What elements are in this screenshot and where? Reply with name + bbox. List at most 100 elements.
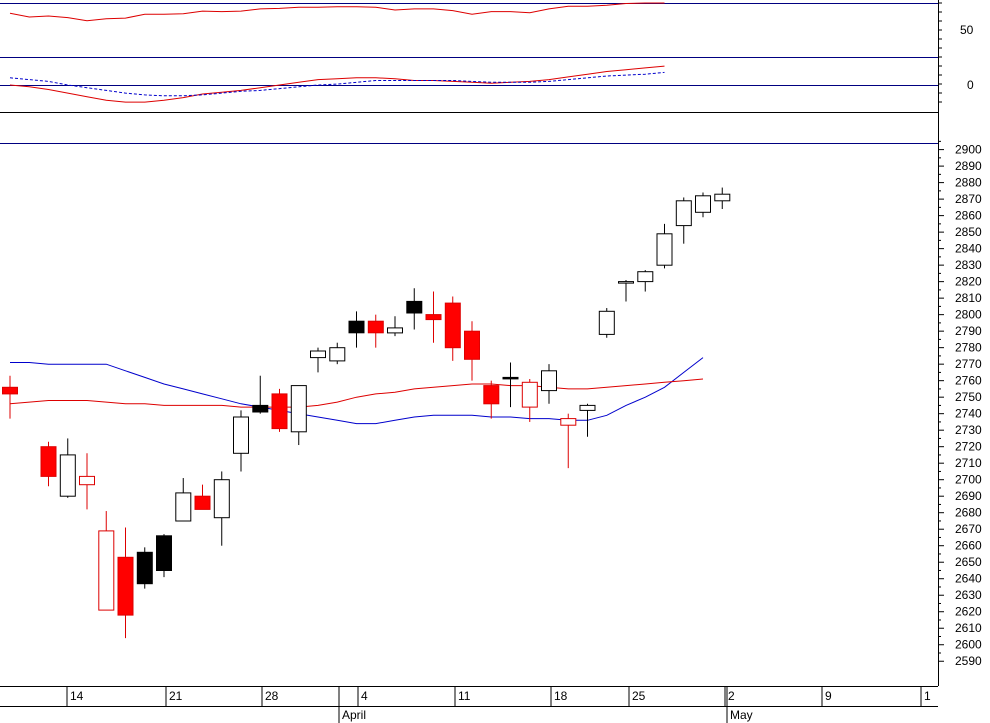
- candle: [656, 223, 673, 269]
- x-tick-label: 25: [632, 689, 646, 703]
- y-tick-label: 2880: [955, 176, 982, 190]
- candle-body: [579, 404, 596, 411]
- y-tick-label: 2590: [955, 654, 982, 668]
- candle: [290, 385, 307, 446]
- candle-body: [483, 385, 500, 405]
- candle: [464, 321, 480, 381]
- lower-osc-tick-label: 0: [967, 78, 974, 92]
- candle-body: [329, 347, 346, 362]
- moving-average-red-line: [9, 378, 704, 408]
- candle: [194, 484, 211, 510]
- signal-line-dashed: [9, 71, 665, 97]
- candle: [213, 471, 230, 546]
- y-tick-label: 2710: [955, 456, 982, 470]
- candle-body: [425, 314, 442, 321]
- candle-body: [406, 300, 423, 314]
- candle: [541, 364, 557, 404]
- candle: [387, 316, 403, 337]
- candle-body: [310, 350, 326, 359]
- candle: [40, 441, 57, 487]
- y-tick-label: 2620: [955, 605, 982, 619]
- candlesticks: [2, 187, 731, 639]
- y-tick-label: 2860: [955, 209, 982, 223]
- candle-body: [714, 193, 731, 202]
- candle: [59, 438, 76, 498]
- candle: [714, 187, 731, 210]
- candle: [156, 534, 172, 578]
- candle: [637, 270, 654, 292]
- x-tick-label: 4: [361, 689, 368, 703]
- candle: [2, 375, 18, 419]
- candle: [98, 511, 115, 611]
- y-tick-label: 2850: [955, 225, 982, 239]
- candle: [675, 197, 692, 244]
- y-tick-label: 2790: [955, 324, 982, 338]
- candle-body: [233, 416, 249, 454]
- candle-body: [194, 495, 211, 510]
- candle: [406, 288, 423, 330]
- candle: [367, 314, 384, 348]
- y-tick-label: 2770: [955, 357, 982, 371]
- candle: [560, 413, 577, 469]
- y-tick-label: 2670: [955, 522, 982, 536]
- candle: [483, 380, 500, 419]
- y-tick-label: 2680: [955, 506, 982, 520]
- candle-body: [560, 418, 577, 426]
- candle-body: [98, 530, 115, 611]
- candle-body: [40, 446, 57, 477]
- x-tick-label: 11: [458, 689, 471, 703]
- y-tick-label: 2870: [955, 192, 982, 206]
- oscillator-y-axis: 50 0: [938, 2, 974, 103]
- x-tick-label: 18: [554, 689, 568, 703]
- candle: [444, 296, 461, 361]
- y-tick-label: 2840: [955, 242, 982, 256]
- y-tick-label: 2610: [955, 621, 982, 635]
- candle: [252, 375, 269, 414]
- x-month-label: April: [342, 708, 366, 722]
- candle-body: [175, 492, 192, 522]
- y-tick-label: 2890: [955, 159, 982, 173]
- candle: [117, 527, 134, 639]
- candle-body: [290, 385, 307, 433]
- y-tick-label: 2750: [955, 390, 982, 404]
- candle-body: [387, 327, 403, 334]
- price-y-axis: 2590 2600 2610 2620 2630 2640 2650 2660 2670 2680…: [938, 140, 982, 668]
- moving-average-blue-line: [10, 357, 704, 425]
- y-tick-label: 2780: [955, 341, 982, 355]
- y-tick-label: 2660: [955, 539, 982, 553]
- candle-body: [618, 281, 634, 284]
- y-tick-label: 2720: [955, 440, 982, 454]
- candle-body: [502, 376, 519, 380]
- y-tick-label: 2740: [955, 407, 982, 421]
- y-tick-label: 2830: [955, 258, 982, 272]
- x-tick-label: 2: [728, 689, 735, 703]
- y-tick-label: 2700: [955, 473, 982, 487]
- candle-body: [59, 454, 76, 497]
- candle: [348, 311, 365, 348]
- candle-body: [271, 393, 288, 430]
- upper-oscillator-line: [9, 2, 665, 22]
- y-tick-label: 2600: [955, 638, 982, 652]
- y-tick-label: 2630: [955, 588, 982, 602]
- candle-body: [367, 320, 384, 334]
- y-tick-label: 2760: [955, 374, 982, 388]
- candle: [329, 342, 346, 365]
- y-tick-label: 2820: [955, 275, 982, 289]
- candle-body: [464, 330, 480, 360]
- x-tick-label: 14: [70, 689, 84, 703]
- y-tick-label: 2800: [955, 308, 982, 322]
- candle-body: [675, 200, 692, 227]
- panel-frames: [0, 0, 939, 707]
- candle-body: [156, 535, 172, 571]
- candle: [502, 362, 519, 408]
- candle-body: [348, 320, 365, 334]
- candle: [79, 453, 95, 510]
- candle: [579, 403, 596, 437]
- y-tick-label: 2640: [955, 572, 982, 586]
- candle: [175, 478, 192, 522]
- candle: [425, 291, 442, 343]
- candle-body: [252, 404, 269, 413]
- upper-oscillator-panel: [9, 2, 665, 22]
- y-tick-label: 2900: [955, 143, 982, 157]
